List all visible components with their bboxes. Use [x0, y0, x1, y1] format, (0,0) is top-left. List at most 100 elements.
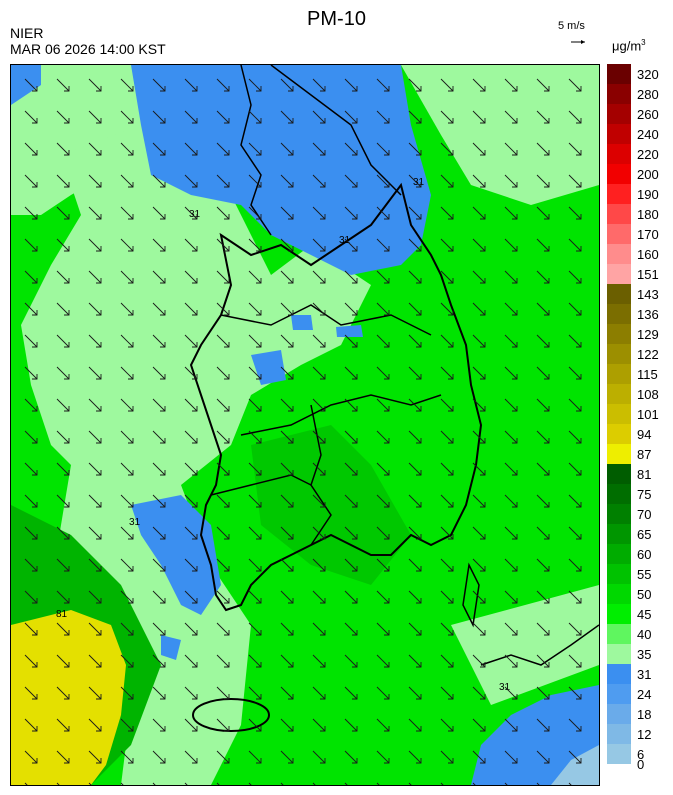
- legend-swatch-81: [607, 464, 631, 485]
- wind-arrow: [504, 686, 518, 700]
- wind-arrowhead: [96, 406, 102, 412]
- wind-arrow: [504, 142, 518, 156]
- wind-arrowhead: [160, 278, 166, 284]
- wind-arrowhead: [224, 598, 230, 604]
- wind-arrowhead: [576, 374, 582, 380]
- legend-label-0: 0: [637, 757, 645, 772]
- wind-arrowhead: [192, 438, 198, 444]
- wind-arrow: [280, 398, 294, 412]
- wind-arrow: [472, 398, 486, 412]
- legend-swatch-65: [607, 524, 631, 545]
- wind-arrowhead: [64, 86, 70, 92]
- wind-arrow: [24, 206, 38, 220]
- wind-arrowhead: [96, 86, 102, 92]
- wind-arrowhead: [480, 470, 486, 476]
- wind-arrowhead: [64, 598, 70, 604]
- wind-arrowhead: [480, 278, 486, 284]
- wind-arrowhead: [320, 406, 326, 412]
- wind-arrowhead: [576, 662, 582, 668]
- wind-arrow: [440, 590, 454, 604]
- wind-arrowhead: [384, 342, 390, 348]
- wind-arrow: [568, 654, 582, 668]
- wind-arrow: [88, 334, 102, 348]
- wind-arrow: [440, 334, 454, 348]
- wind-arrowhead: [544, 406, 550, 412]
- wind-arrow: [280, 494, 294, 508]
- wind-arrowhead: [544, 438, 550, 444]
- wind-arrowhead: [192, 758, 198, 764]
- wind-arrow: [568, 430, 582, 444]
- wind-arrowhead: [32, 758, 38, 764]
- wind-arrowhead: [128, 86, 134, 92]
- wind-arrow: [88, 142, 102, 156]
- wind-arrow: [88, 558, 102, 572]
- wind-arrowhead: [352, 214, 358, 220]
- wind-arrow: [24, 270, 38, 284]
- wind-arrowhead: [384, 374, 390, 380]
- wind-arrowhead: [32, 342, 38, 348]
- wind-arrowhead: [320, 470, 326, 476]
- wind-arrow: [24, 78, 38, 92]
- legend-label-101: 101: [637, 407, 659, 422]
- wind-arrow: [24, 590, 38, 604]
- wind-arrowhead: [480, 86, 486, 92]
- wind-arrow: [216, 334, 230, 348]
- wind-arrow: [568, 590, 582, 604]
- admin-boundary: [220, 304, 432, 336]
- wind-arrow: [216, 238, 230, 252]
- wind-arrow: [88, 654, 102, 668]
- wind-arrowhead: [256, 310, 262, 316]
- wind-arrow: [472, 334, 486, 348]
- wind-arrow: [184, 398, 198, 412]
- wind-arrowhead: [416, 406, 422, 412]
- wind-arrowhead: [96, 694, 102, 700]
- wind-arrow: [440, 526, 454, 540]
- wind-arrowhead: [576, 566, 582, 572]
- wind-arrowhead: [320, 118, 326, 124]
- wind-arrowhead: [384, 758, 390, 764]
- pm10-map-svg: 31 31 31 31 81 31: [11, 65, 599, 785]
- wind-arrowhead: [32, 662, 38, 668]
- wind-arrowhead: [544, 150, 550, 156]
- wind-arrowhead: [96, 214, 102, 220]
- wind-arrowhead: [480, 342, 486, 348]
- legend-swatch-260: [607, 104, 631, 125]
- wind-arrowhead: [416, 278, 422, 284]
- wind-arrow: [440, 430, 454, 444]
- wind-arrowhead: [384, 726, 390, 732]
- wind-arrowhead: [288, 438, 294, 444]
- wind-arrowhead: [544, 470, 550, 476]
- wind-arrow: [216, 430, 230, 444]
- wind-arrow: [472, 654, 486, 668]
- wind-arrow: [248, 686, 262, 700]
- legend-label-35: 35: [637, 647, 652, 662]
- wind-arrowhead: [480, 726, 486, 732]
- wind-arrowhead: [416, 598, 422, 604]
- wind-arrow: [248, 270, 262, 284]
- wind-arrowhead: [256, 470, 262, 476]
- wind-arrow: [120, 142, 134, 156]
- wind-arrow: [248, 334, 262, 348]
- wind-arrow: [568, 302, 582, 316]
- wind-arrowhead: [32, 86, 38, 92]
- wind-arrowhead: [448, 342, 454, 348]
- wind-arrow: [120, 366, 134, 380]
- wind-arrowhead: [448, 118, 454, 124]
- wind-arrowhead: [384, 278, 390, 284]
- wind-arrow: [88, 718, 102, 732]
- legend-label-143: 143: [637, 287, 659, 302]
- wind-arrowhead: [352, 182, 358, 188]
- wind-arrowhead: [576, 534, 582, 540]
- blue-zone-corner: [11, 65, 41, 105]
- wind-arrow: [184, 462, 198, 476]
- wind-arrow: [56, 366, 70, 380]
- wind-arrowhead: [384, 150, 390, 156]
- wind-arrowhead: [192, 598, 198, 604]
- wind-arrow: [24, 494, 38, 508]
- wind-arrow: [504, 78, 518, 92]
- wind-arrow: [472, 366, 486, 380]
- wind-arrow: [24, 686, 38, 700]
- wind-arrow: [504, 462, 518, 476]
- wind-arrowhead: [64, 374, 70, 380]
- wind-arrowhead: [448, 630, 454, 636]
